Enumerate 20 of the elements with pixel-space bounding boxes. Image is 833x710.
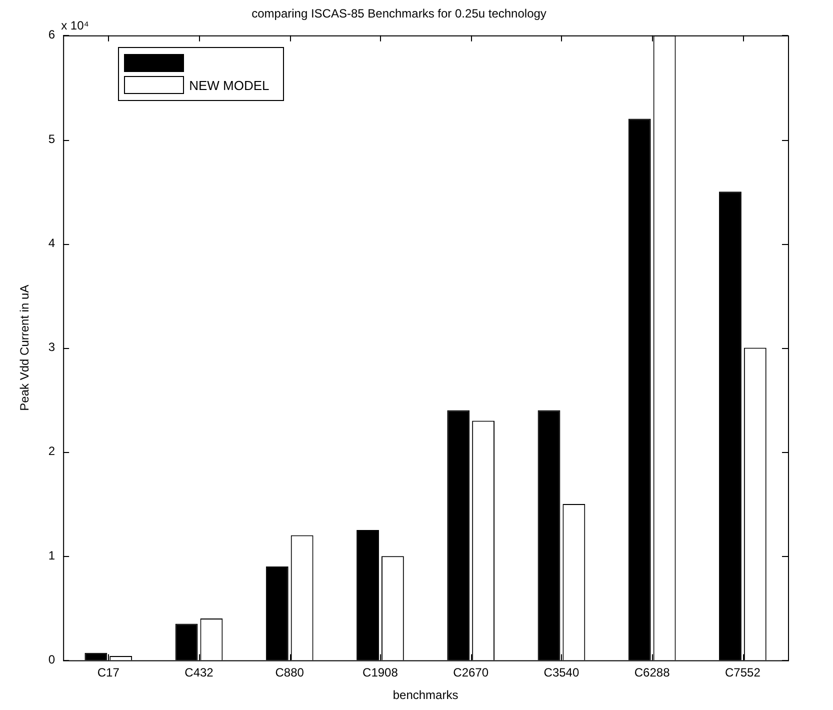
y-tick-label: 2 (48, 444, 56, 458)
x-tick-label: C17 (97, 666, 120, 680)
x-axis-title: benchmarks (392, 688, 458, 702)
x-tick-label: C880 (275, 666, 304, 680)
y-tick-label: 4 (48, 236, 56, 250)
x-tick-label: C432 (184, 666, 214, 680)
text: x 10⁴ (61, 18, 89, 33)
legend-box: NEW MODEL (118, 47, 284, 102)
x-tick-label: C1908 (362, 666, 398, 680)
y-tick-label: 0 (48, 652, 56, 667)
y-tick-label: 6 (48, 28, 56, 42)
y-axis-title: Peak Vdd Current in uA (18, 284, 32, 411)
x-tick-label: C2670 (453, 666, 489, 680)
x-tick-label: C6288 (634, 666, 670, 680)
y-tick-label: 3 (48, 340, 56, 354)
x-tick-label: C7552 (725, 666, 761, 680)
chart-title: comparing ISCAS-85 Benchmarks for 0.25u technology (252, 6, 546, 21)
x-tick-label: C3540 (544, 666, 580, 680)
y-tick-label: 5 (48, 132, 56, 146)
y-tick-label: 1 (48, 548, 56, 562)
